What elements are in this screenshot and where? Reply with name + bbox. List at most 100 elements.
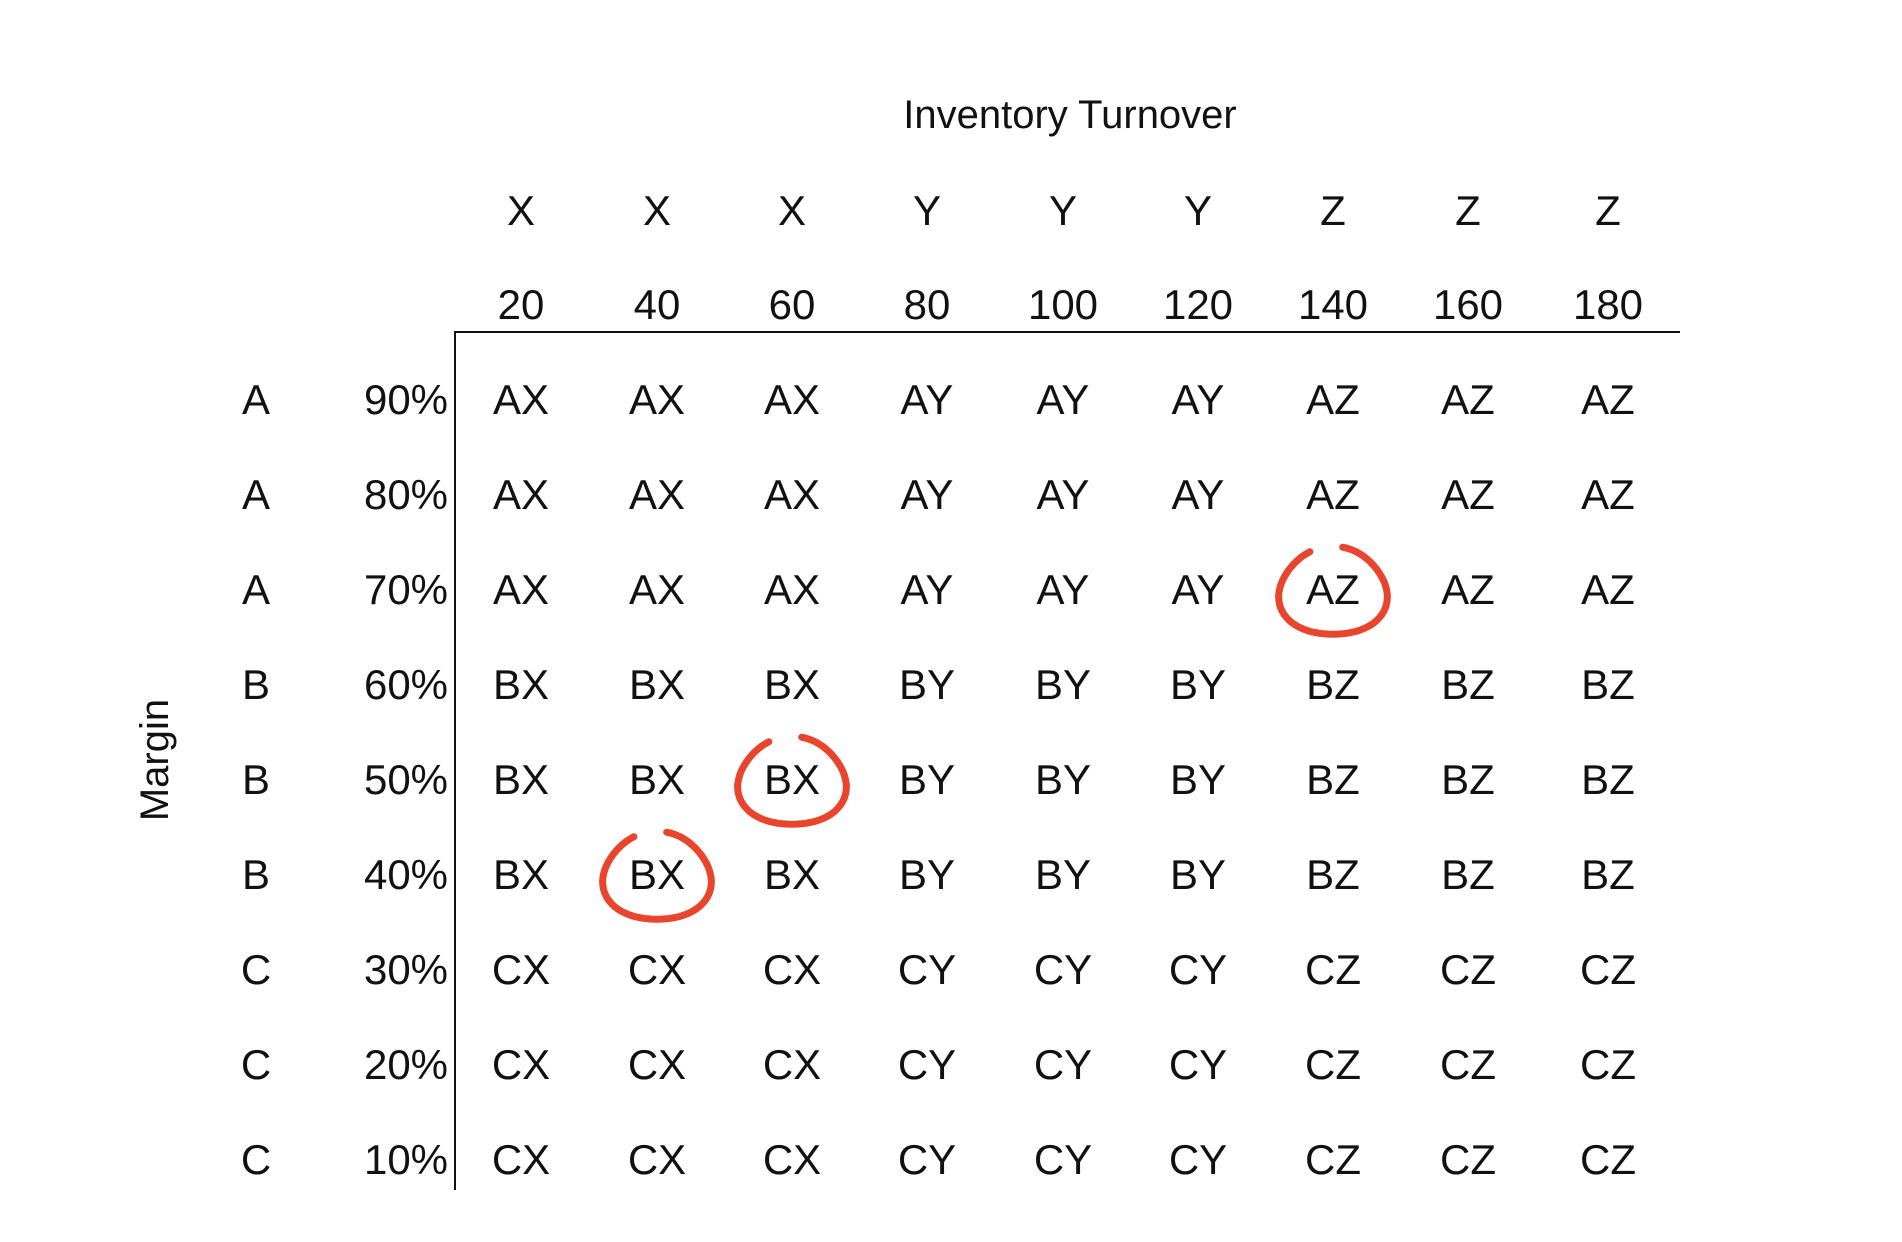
matrix-cell: AX	[492, 376, 550, 423]
matrix-cell: CY	[1033, 1041, 1093, 1088]
row-margin-percent: 40%	[363, 851, 449, 898]
matrix-cell: BY	[898, 756, 956, 803]
column-class-label: X	[777, 187, 807, 234]
matrix-cell: AX	[628, 471, 686, 518]
matrix-cell: BZ	[1441, 851, 1495, 898]
highlight-circle	[599, 828, 715, 923]
matrix-cell: CY	[1168, 946, 1228, 993]
header-divider-line	[454, 331, 1680, 333]
row-margin-percent: 30%	[363, 946, 449, 993]
column-class-label: X	[506, 187, 536, 234]
matrix-cell: BY	[1034, 661, 1092, 708]
matrix-cell: AZ	[1581, 376, 1635, 423]
highlight-circle	[734, 733, 850, 828]
column-turnover-value: 140	[1297, 281, 1369, 328]
column-class-label: X	[642, 187, 672, 234]
matrix-cell: AZ	[1581, 471, 1635, 518]
matrix-cell: CY	[897, 1136, 957, 1183]
matrix-cell: CZ	[1305, 1136, 1361, 1183]
matrix-cell: AZ	[1306, 471, 1360, 518]
matrix-cell: AY	[1171, 376, 1225, 423]
matrix-cell: AY	[1036, 566, 1090, 613]
matrix-cell: AX	[492, 471, 550, 518]
matrix-cell: AX	[628, 566, 686, 613]
matrix-cell: CX	[762, 1136, 822, 1183]
matrix-cell: BX	[628, 661, 686, 708]
matrix-cell: CY	[1168, 1136, 1228, 1183]
matrix-cell: CZ	[1580, 1136, 1636, 1183]
matrix-cell: AY	[900, 376, 954, 423]
row-margin-percent: 90%	[363, 376, 449, 423]
matrix-cell: BZ	[1581, 851, 1635, 898]
row-class-label: A	[241, 471, 271, 518]
matrix-cell: BX	[763, 851, 821, 898]
matrix-cell: CZ	[1305, 946, 1361, 993]
matrix-cell: AZ	[1441, 376, 1495, 423]
matrix-cell: CZ	[1440, 1041, 1496, 1088]
matrix-cell: BX	[763, 756, 821, 803]
row-label-divider-line	[454, 332, 456, 1190]
matrix-cell: BZ	[1306, 756, 1360, 803]
matrix-cell: BX	[628, 756, 686, 803]
matrix-cell: BZ	[1441, 756, 1495, 803]
matrix-cell: CX	[627, 1041, 687, 1088]
row-class-label: C	[240, 1136, 272, 1183]
matrix-cell: BX	[492, 851, 550, 898]
row-margin-percent: 50%	[363, 756, 449, 803]
matrix-cell: CY	[1033, 946, 1093, 993]
matrix-cell: AZ	[1581, 566, 1635, 613]
matrix-cell: CZ	[1580, 946, 1636, 993]
matrix-cell: CY	[1168, 1041, 1228, 1088]
matrix-cell: AY	[1171, 471, 1225, 518]
matrix-cell: BY	[1169, 661, 1227, 708]
matrix-cell: BZ	[1306, 661, 1360, 708]
row-margin-percent: 80%	[363, 471, 449, 518]
matrix-cell: BX	[763, 661, 821, 708]
matrix-cell: BZ	[1581, 756, 1635, 803]
row-class-label: B	[241, 661, 271, 708]
column-turnover-value: 120	[1162, 281, 1234, 328]
row-class-label: A	[241, 376, 271, 423]
matrix-cell: BY	[1169, 756, 1227, 803]
column-turnover-value: 40	[633, 281, 681, 328]
column-class-label: Z	[1455, 187, 1481, 234]
matrix-cell: CX	[491, 1041, 551, 1088]
column-class-label: Y	[1048, 187, 1078, 234]
matrix-cell: CZ	[1440, 1136, 1496, 1183]
matrix-cell: BZ	[1441, 661, 1495, 708]
matrix-cell: CX	[762, 1041, 822, 1088]
matrix-cell: BX	[628, 851, 686, 898]
matrix-cell: BY	[898, 661, 956, 708]
column-class-label: Y	[912, 187, 942, 234]
row-margin-percent: 20%	[363, 1041, 449, 1088]
column-turnover-value: 100	[1027, 281, 1099, 328]
matrix-cell: AX	[763, 376, 821, 423]
matrix-cell: AZ	[1306, 376, 1360, 423]
row-class-label: C	[240, 946, 272, 993]
matrix-cell: AY	[1036, 376, 1090, 423]
matrix-cell: BY	[1169, 851, 1227, 898]
matrix-cell: CX	[627, 946, 687, 993]
row-margin-percent: 60%	[363, 661, 449, 708]
column-turnover-value: 20	[497, 281, 545, 328]
matrix-cell: AX	[628, 376, 686, 423]
matrix-cell: AY	[900, 471, 954, 518]
matrix-cell: CY	[1033, 1136, 1093, 1183]
matrix-cell: CZ	[1440, 946, 1496, 993]
matrix-cell: BY	[898, 851, 956, 898]
matrix-cell: AY	[1171, 566, 1225, 613]
matrix-cell: AZ	[1441, 471, 1495, 518]
row-class-label: C	[240, 1041, 272, 1088]
row-margin-percent: 10%	[363, 1136, 449, 1183]
column-turnover-value: 80	[903, 281, 951, 328]
column-turnover-value: 160	[1432, 281, 1504, 328]
row-class-label: B	[241, 756, 271, 803]
matrix-cell: CY	[897, 1041, 957, 1088]
column-class-label: Y	[1183, 187, 1213, 234]
matrix-cell: CX	[491, 946, 551, 993]
column-class-label: Z	[1595, 187, 1621, 234]
column-turnover-value: 60	[768, 281, 816, 328]
matrix-cell: CX	[491, 1136, 551, 1183]
